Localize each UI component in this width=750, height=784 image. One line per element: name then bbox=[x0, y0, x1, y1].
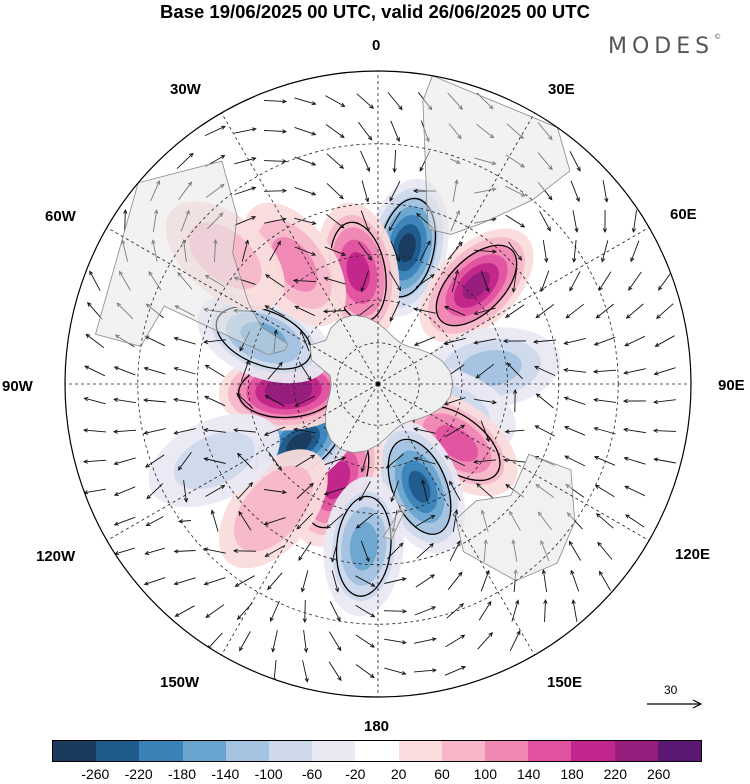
colorbar-swatch bbox=[53, 741, 96, 761]
colorbar-swatch bbox=[485, 741, 528, 761]
colorbar-tick-label: -220 bbox=[125, 766, 153, 782]
reference-vector-arrow bbox=[645, 696, 705, 712]
colorbar-tick-label: 20 bbox=[391, 766, 407, 782]
colorbar-tick-label: 60 bbox=[434, 766, 450, 782]
colorbar-tick-label: 140 bbox=[517, 766, 540, 782]
colorbar-swatch bbox=[571, 741, 614, 761]
colorbar-swatch bbox=[658, 741, 701, 761]
colorbar-swatch bbox=[269, 741, 312, 761]
colorbar-swatch bbox=[528, 741, 571, 761]
label-150e: 150E bbox=[547, 674, 582, 692]
label-180: 180 bbox=[364, 718, 389, 736]
colorbar-tick-label: -100 bbox=[255, 766, 283, 782]
colorbar-swatch bbox=[96, 741, 139, 761]
colorbar-tick-label: 260 bbox=[647, 766, 670, 782]
label-60w: 60W bbox=[45, 208, 76, 226]
colorbar-swatch bbox=[226, 741, 269, 761]
colorbar-tick-label: 220 bbox=[604, 766, 627, 782]
label-90e: 90E bbox=[718, 377, 745, 395]
label-120w: 120W bbox=[36, 548, 75, 566]
colorbar-swatch bbox=[615, 741, 658, 761]
label-60e: 60E bbox=[670, 206, 697, 224]
wind-arrow bbox=[384, 611, 406, 612]
label-30w: 30W bbox=[170, 81, 201, 99]
wind-arrow bbox=[264, 191, 286, 192]
colorbar-tick-label: -140 bbox=[211, 766, 239, 782]
colorbar-tick-label: -180 bbox=[168, 766, 196, 782]
colorbar-tick-label: -20 bbox=[345, 766, 365, 782]
colorbar-swatch bbox=[355, 741, 398, 761]
colorbar-tick-label: 100 bbox=[474, 766, 497, 782]
colorbar-ticks: -260 -220 -180 -140 -100 -60 -20 20 60 100 140 180 2… bbox=[0, 766, 750, 784]
label-0: 0 bbox=[372, 37, 380, 55]
south-pole bbox=[376, 382, 380, 386]
label-30e: 30E bbox=[548, 81, 575, 99]
colorbar-tick-label: -260 bbox=[81, 766, 109, 782]
label-120e: 120E bbox=[675, 546, 710, 564]
colorbar-swatch bbox=[442, 741, 485, 761]
colorbar-swatch bbox=[399, 741, 442, 761]
colorbar-swatch bbox=[139, 741, 182, 761]
colorbar-swatch bbox=[312, 741, 355, 761]
colorbar-tick-label: 180 bbox=[560, 766, 583, 782]
wind-arrow bbox=[305, 600, 306, 622]
colorbar-tick-label: -60 bbox=[302, 766, 322, 782]
label-90w: 90W bbox=[2, 378, 33, 396]
colorbar-swatch bbox=[183, 741, 226, 761]
label-150w: 150W bbox=[160, 674, 199, 692]
colorbar bbox=[52, 740, 702, 762]
reference-vector-value: 30 bbox=[664, 683, 677, 697]
